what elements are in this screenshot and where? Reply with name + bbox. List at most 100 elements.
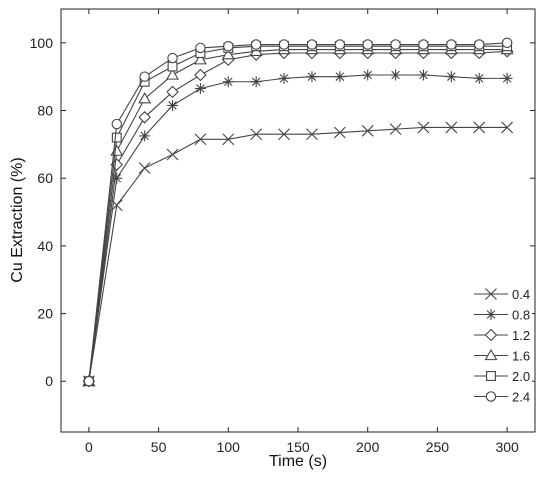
data-point xyxy=(390,69,402,81)
data-point xyxy=(139,71,150,82)
data-point xyxy=(306,128,318,141)
marker-stroke xyxy=(361,124,374,137)
marker-shape xyxy=(111,132,122,143)
data-point xyxy=(138,162,151,174)
marker-shape xyxy=(418,39,429,50)
data-point xyxy=(166,68,179,80)
data-point xyxy=(111,132,122,143)
data-point xyxy=(306,39,318,50)
legend-item: 2.0 xyxy=(474,369,530,384)
data-point xyxy=(418,39,429,50)
marker-stroke xyxy=(333,126,346,139)
marker-stroke xyxy=(501,121,514,134)
data-point xyxy=(167,61,178,72)
legend-marker xyxy=(486,371,496,381)
series-line xyxy=(88,49,508,382)
legend-marker xyxy=(485,391,497,402)
data-point xyxy=(222,76,234,88)
series-line xyxy=(88,126,508,382)
marker-shape xyxy=(110,144,124,156)
marker-shape xyxy=(362,39,373,50)
data-point xyxy=(361,124,374,137)
marker-stroke xyxy=(363,70,372,80)
marker-stroke xyxy=(474,74,484,83)
legend-marker xyxy=(485,309,497,320)
legend-label: 1.6 xyxy=(512,349,530,364)
marker-shape xyxy=(221,48,235,60)
legend-label: 0.4 xyxy=(512,287,530,302)
data-point xyxy=(167,52,178,64)
data-point xyxy=(139,130,151,142)
legend-marker xyxy=(485,288,497,300)
data-point xyxy=(446,39,457,50)
series-line xyxy=(88,74,508,382)
data-point xyxy=(194,133,207,146)
marker-stroke xyxy=(250,128,263,141)
data-point xyxy=(250,128,263,141)
y-axis-title: Cu Extraction (%) xyxy=(9,157,26,282)
y-tick-label: 100 xyxy=(30,35,54,51)
data-point xyxy=(473,121,486,134)
legend-item: 1.6 xyxy=(474,349,530,364)
x-tick-label: 100 xyxy=(217,439,241,455)
marker-stroke xyxy=(447,72,456,81)
data-point xyxy=(166,85,179,99)
data-point xyxy=(389,123,402,136)
marker-stroke xyxy=(417,121,430,134)
legend-marker xyxy=(484,348,498,361)
series-line xyxy=(88,50,508,382)
series-0-4 xyxy=(82,121,514,388)
data-point xyxy=(417,121,430,134)
marker-stroke xyxy=(445,121,458,134)
marker-shape xyxy=(166,85,179,99)
marker-stroke xyxy=(389,123,402,136)
data-point xyxy=(390,39,401,50)
marker-shape xyxy=(474,39,485,50)
marker-stroke xyxy=(194,133,207,146)
marker-shape xyxy=(167,61,178,72)
y-tick-label: 80 xyxy=(37,103,53,119)
y-tick-label: 20 xyxy=(37,306,53,322)
marker-stroke xyxy=(166,148,179,161)
marker-shape xyxy=(390,39,401,50)
legend-label: 2.0 xyxy=(512,369,530,384)
x-tick-label: 0 xyxy=(85,439,93,455)
series-0-8 xyxy=(83,69,513,387)
data-point xyxy=(501,121,514,134)
marker-stroke xyxy=(251,77,261,87)
x-tick-label: 50 xyxy=(151,439,167,455)
data-point xyxy=(334,71,346,83)
marker-shape xyxy=(278,39,290,50)
data-point xyxy=(362,39,373,50)
data-point xyxy=(166,148,179,161)
marker-shape xyxy=(138,92,152,104)
series-2-0 xyxy=(83,41,513,387)
data-point xyxy=(306,71,318,83)
marker-stroke xyxy=(138,162,151,174)
x-tick-label: 150 xyxy=(286,439,310,455)
data-point xyxy=(138,111,151,124)
x-tick-label: 250 xyxy=(426,439,450,455)
marker-shape xyxy=(139,71,150,82)
marker-shape xyxy=(167,52,178,64)
marker-shape xyxy=(193,53,207,65)
marker-shape xyxy=(485,391,497,402)
data-point xyxy=(333,126,346,139)
x-tick-label: 300 xyxy=(495,439,519,455)
data-point xyxy=(250,76,262,88)
marker-shape xyxy=(484,348,498,361)
marker-shape xyxy=(334,39,346,50)
series-layer xyxy=(82,37,514,388)
data-point xyxy=(223,40,234,52)
marker-stroke xyxy=(278,128,290,141)
data-point xyxy=(193,53,207,65)
series-1-2 xyxy=(82,45,514,388)
marker-stroke xyxy=(196,84,205,93)
series-1-6 xyxy=(82,42,514,386)
marker-stroke xyxy=(307,72,317,81)
data-point xyxy=(167,99,179,111)
data-point xyxy=(445,71,457,83)
marker-stroke xyxy=(335,72,345,81)
x-axis-title: Time (s) xyxy=(269,453,327,470)
